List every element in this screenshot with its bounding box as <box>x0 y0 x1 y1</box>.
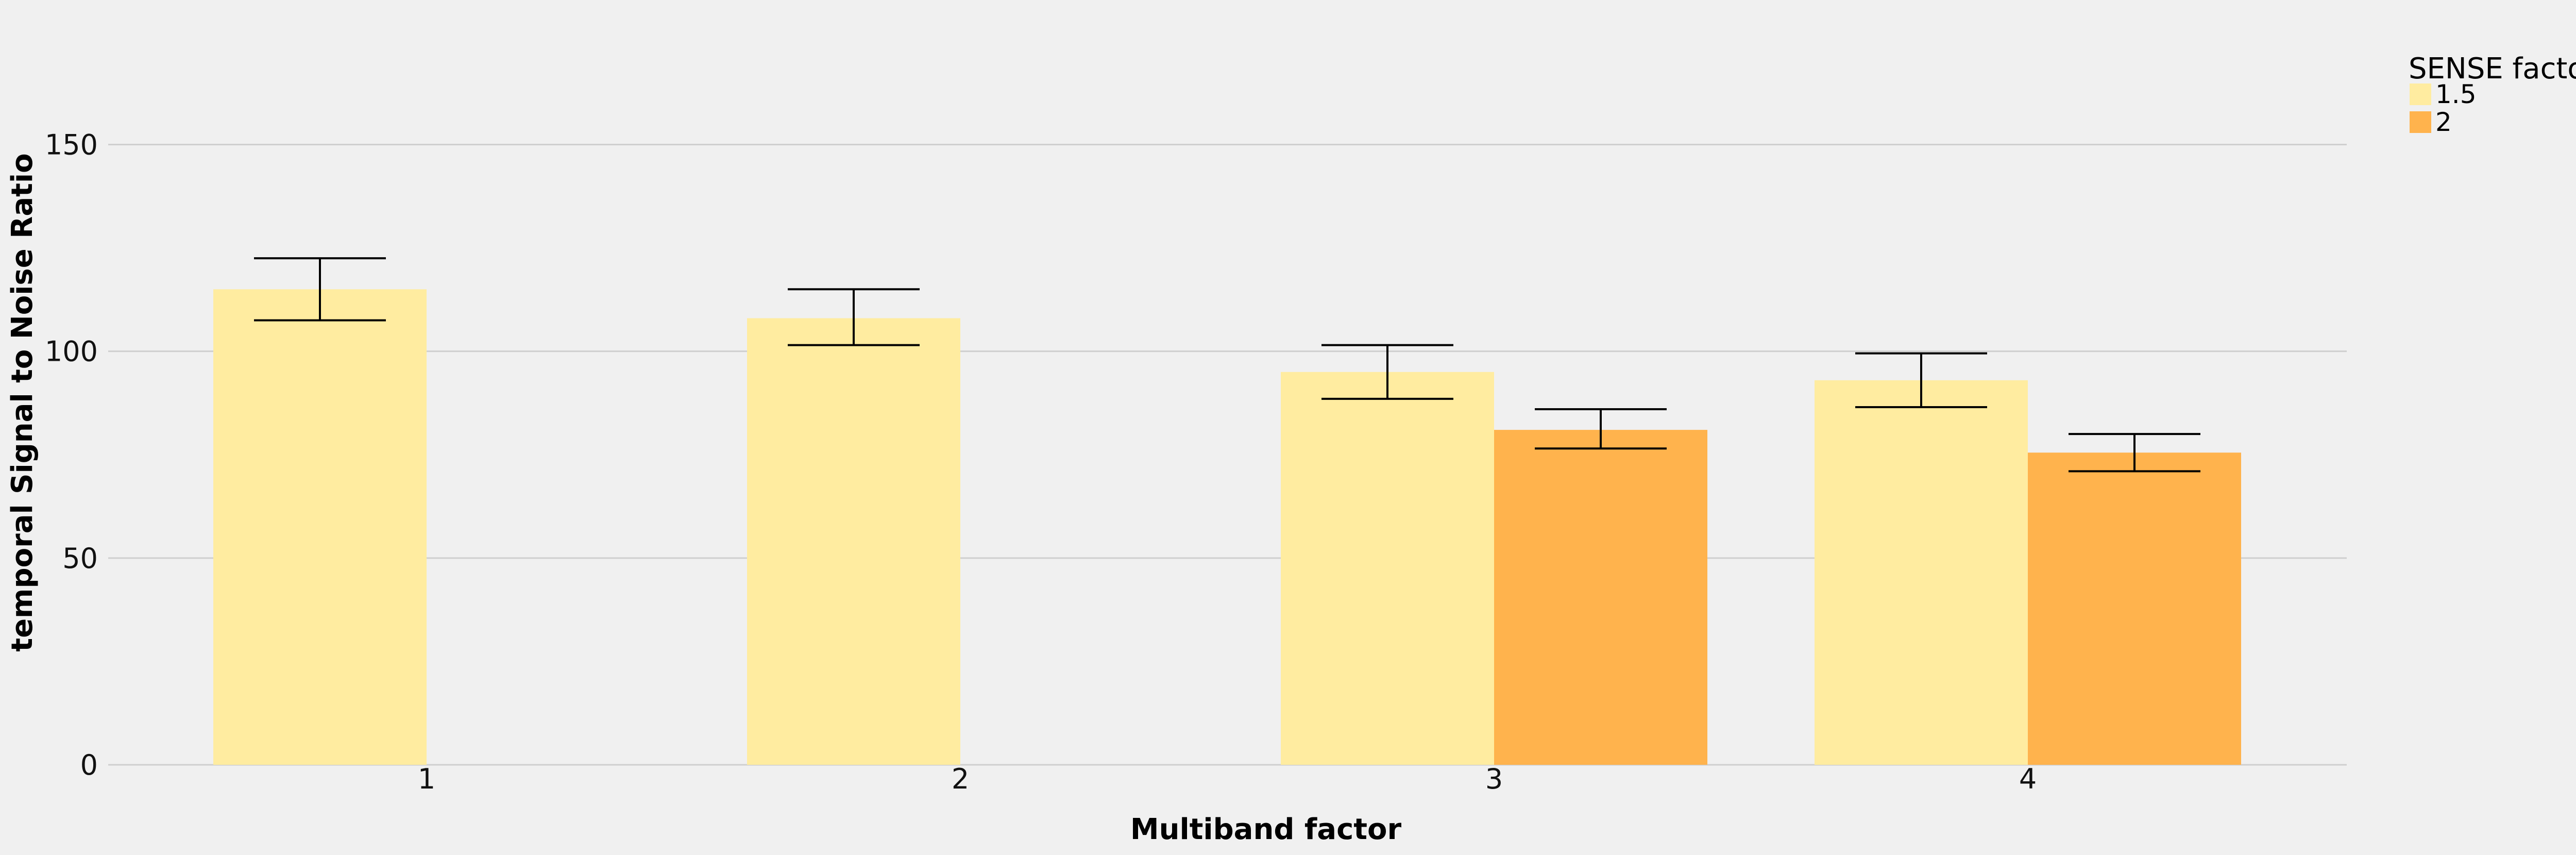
x-tick-3: 3 <box>1485 763 1503 795</box>
legend-label-1.5: 1.5 <box>2435 79 2477 109</box>
x-tick-1: 1 <box>418 763 435 795</box>
legend: SENSE factor 1.52 <box>2409 52 2576 137</box>
y-axis-title: temporal Signal to Noise Ratio <box>6 153 39 651</box>
bar-sense-1.5-mb-2 <box>747 318 960 765</box>
y-tick-100: 100 <box>45 336 98 368</box>
x-tick-2: 2 <box>952 763 969 795</box>
y-tick-0: 0 <box>80 749 98 781</box>
x-tick-4: 4 <box>2019 763 2037 795</box>
bar-sense-1.5-mb-1 <box>213 289 427 765</box>
x-tick-labels: 1 2 3 4 <box>418 763 2037 795</box>
bar-sense-1.5-mb-3 <box>1281 372 1494 765</box>
y-tick-150: 150 <box>45 128 98 161</box>
legend-label-2: 2 <box>2435 107 2452 137</box>
legend-title: SENSE factor <box>2409 52 2576 86</box>
y-tick-50: 50 <box>62 542 98 575</box>
legend-swatch-1.5 <box>2410 83 2431 105</box>
error-bars <box>254 257 2200 473</box>
bar-sense-1.5-mb-4 <box>1815 380 2028 765</box>
x-axis-title: Multiband factor <box>1130 813 1402 846</box>
bars <box>213 289 2241 765</box>
y-tick-labels: 0 50 100 150 <box>45 128 98 781</box>
legend-swatch-2 <box>2410 111 2431 133</box>
bar-sense-2-mb-4 <box>2028 452 2241 765</box>
bar-sense-2-mb-3 <box>1494 430 1707 765</box>
